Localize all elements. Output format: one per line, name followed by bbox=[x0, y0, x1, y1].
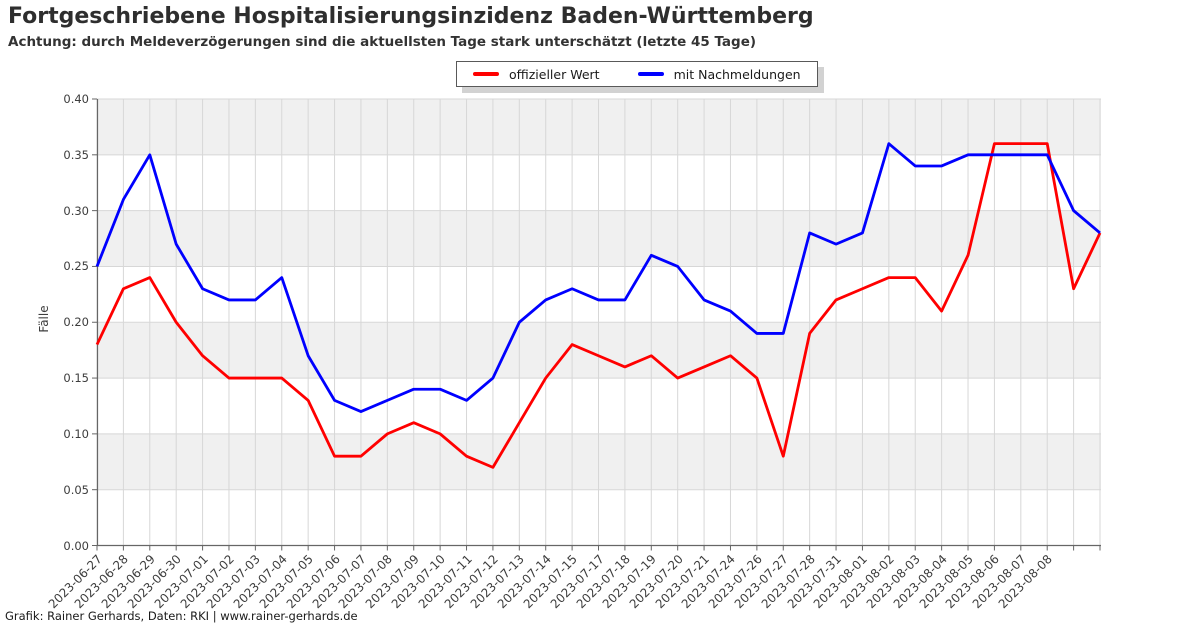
plot-area bbox=[92, 98, 1102, 551]
y-tick-label: 0.05 bbox=[63, 482, 89, 497]
y-tick-label: 0.20 bbox=[63, 315, 89, 330]
legend-label: offizieller Wert bbox=[509, 66, 600, 82]
red-line-swatch bbox=[473, 72, 499, 76]
y-tick-label: 0.10 bbox=[63, 426, 89, 441]
legend-label: mit Nachmeldungen bbox=[673, 66, 801, 82]
blue-line-swatch bbox=[637, 72, 664, 76]
chart-subtitle: Achtung: durch Meldeverzögerungen sind d… bbox=[8, 34, 757, 50]
y-tick-label: 0.00 bbox=[63, 538, 89, 553]
credit-footer: Grafik: Rainer Gerhards, Daten: RKI | ww… bbox=[5, 609, 358, 623]
y-tick-label: 0.40 bbox=[63, 92, 89, 106]
y-tick-label: 0.35 bbox=[63, 147, 89, 162]
chart-title: Fortgeschriebene Hospitalisierungsinzide… bbox=[8, 4, 814, 29]
legend: offizieller Wert mit Nachmeldungen bbox=[456, 61, 818, 87]
official-value-line bbox=[95, 142, 1102, 469]
legend-item-official: offizieller Wert bbox=[473, 67, 600, 82]
legend-item-nachmeldungen: mit Nachmeldungen bbox=[637, 66, 801, 82]
nachmeldungen-line bbox=[95, 142, 1101, 413]
y-tick-label: 0.30 bbox=[63, 203, 89, 218]
y-tick-label: 0.25 bbox=[63, 259, 89, 274]
y-tick-label: 0.15 bbox=[63, 371, 89, 386]
